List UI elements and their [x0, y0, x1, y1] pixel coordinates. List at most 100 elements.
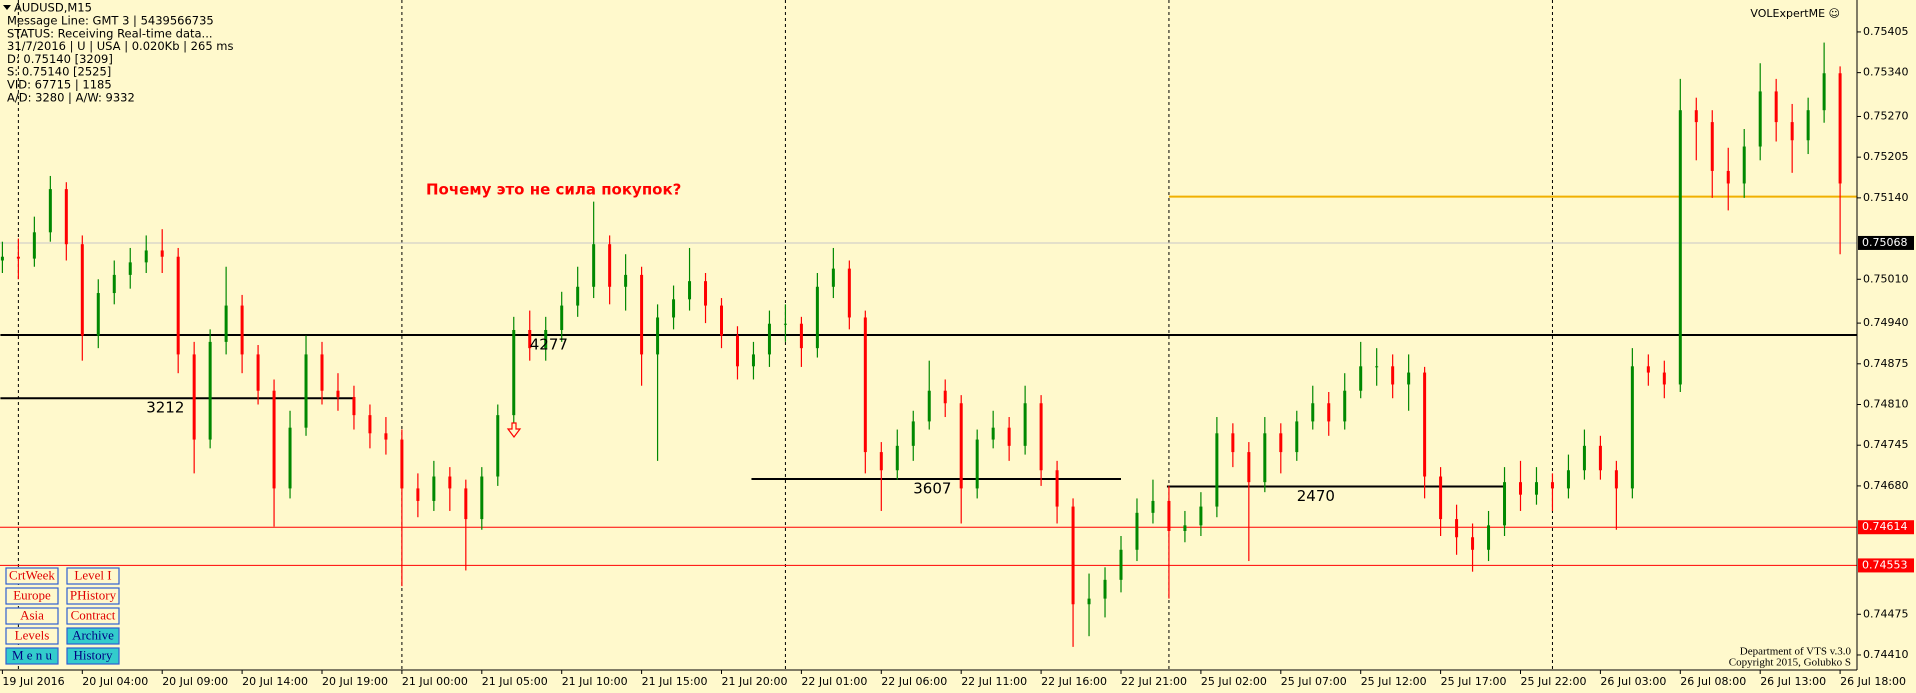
candle-body	[1487, 525, 1491, 550]
candle-body	[1503, 482, 1507, 526]
button-label[interactable]: Asia	[20, 607, 44, 622]
candle-body	[416, 488, 420, 501]
candle-body	[1678, 110, 1682, 385]
candle-body	[704, 281, 708, 306]
header-line: 31/7/2016 | U | USA | 0.020Kb | 265 ms	[7, 39, 234, 53]
price-marker-label: 0.74553	[1862, 558, 1908, 571]
x-tick-label: 25 Jul 12:00	[1361, 675, 1427, 688]
candle-body	[1838, 73, 1842, 184]
candle-body	[448, 476, 452, 489]
header-line: D: 0.75140 [3209]	[7, 52, 113, 66]
candle-body	[16, 256, 20, 259]
candle-body	[336, 390, 340, 397]
candle-body	[1119, 549, 1123, 580]
button[interactable]	[66, 607, 120, 625]
candle-body	[192, 354, 196, 440]
candle-body	[1023, 403, 1027, 446]
button-label[interactable]: Archive	[72, 627, 114, 642]
button-label[interactable]: M e n u	[12, 647, 53, 662]
button-label[interactable]: Levels	[15, 627, 50, 642]
candle-body	[1550, 482, 1554, 489]
candle-body	[1343, 390, 1347, 422]
up-arrow	[506, 422, 522, 438]
candle-body	[1199, 506, 1203, 526]
button[interactable]	[66, 567, 120, 585]
candle-body	[1375, 366, 1379, 368]
x-tick-label: 26 Jul 13:00	[1760, 675, 1826, 688]
button[interactable]	[66, 587, 120, 605]
button[interactable]	[5, 647, 59, 665]
candle-body	[1055, 470, 1059, 507]
candle-body	[847, 268, 851, 318]
header-line: VID: 67715 | 1185	[7, 78, 112, 92]
button[interactable]	[5, 607, 59, 625]
candle-body	[911, 421, 915, 446]
y-tick-label: 0.75270	[1863, 109, 1909, 122]
candle-body	[1758, 91, 1762, 147]
x-tick-label: 26 Jul 03:00	[1600, 675, 1666, 688]
x-tick-label: 20 Jul 09:00	[162, 675, 228, 688]
button[interactable]	[5, 567, 59, 585]
button-label[interactable]: Europe	[13, 587, 51, 602]
candle-body	[128, 262, 132, 275]
button-label[interactable]: History	[74, 647, 114, 662]
candle-body	[240, 305, 244, 355]
y-tick-label: 0.74875	[1863, 357, 1909, 370]
candle-body	[831, 268, 835, 287]
candle-body	[0, 256, 4, 261]
candle-body	[640, 274, 644, 355]
y-tick-label: 0.74410	[1863, 648, 1909, 661]
button-label[interactable]: Level I	[74, 567, 111, 582]
candle-body	[879, 452, 883, 471]
candle-body	[48, 189, 52, 233]
x-tick-label: 21 Jul 05:00	[482, 675, 548, 688]
button-label[interactable]: Contract	[71, 607, 116, 622]
candle-body	[592, 244, 596, 287]
candle-body	[895, 445, 899, 471]
candle-body	[320, 354, 324, 391]
candle-body	[1423, 372, 1427, 477]
candle-body	[799, 323, 803, 349]
candle-body	[656, 317, 660, 355]
price-marker-label: 0.75068	[1862, 236, 1908, 249]
level-label: 3212	[146, 399, 184, 417]
candle-body	[1087, 598, 1091, 605]
candle-body	[1774, 91, 1778, 123]
candle-body	[288, 427, 292, 489]
candle-body	[272, 390, 276, 489]
candle-body	[1007, 427, 1011, 446]
candle-body	[751, 354, 755, 367]
candle-body	[32, 232, 36, 259]
x-tick-label: 20 Jul 14:00	[242, 675, 308, 688]
x-tick-label: 22 Jul 01:00	[801, 675, 867, 688]
candle-body	[1359, 366, 1363, 391]
candle-body	[64, 189, 68, 245]
candle-body	[1790, 122, 1794, 141]
y-tick-label: 0.74680	[1863, 479, 1909, 492]
price-marker-label: 0.74614	[1862, 520, 1908, 533]
button[interactable]	[5, 627, 59, 645]
candle-body	[96, 293, 100, 336]
candle-body	[1231, 433, 1235, 453]
price-marker	[1858, 235, 1914, 250]
candle-body	[1742, 146, 1746, 184]
button-label[interactable]: CrtWeek	[9, 567, 55, 582]
candle-body	[368, 415, 372, 434]
candle-body	[1311, 403, 1315, 422]
candle-body	[624, 274, 628, 287]
y-tick-label: 0.74475	[1863, 607, 1909, 620]
button[interactable]	[66, 647, 120, 665]
brand: VOLExpertME ☺	[1750, 7, 1840, 20]
header-line: Message Line: GMT 3 | 5439566735	[7, 14, 214, 28]
button[interactable]	[66, 627, 120, 645]
candle-body	[1598, 445, 1602, 471]
button-label[interactable]: PHistory	[70, 587, 117, 602]
x-tick-label: 25 Jul 02:00	[1201, 675, 1267, 688]
y-tick-label: 0.74940	[1863, 316, 1909, 329]
header-line: A/D: 3280 | A/W: 9332	[7, 90, 135, 104]
button[interactable]	[5, 587, 59, 605]
candle-body	[688, 281, 692, 300]
candle-body	[480, 476, 484, 520]
